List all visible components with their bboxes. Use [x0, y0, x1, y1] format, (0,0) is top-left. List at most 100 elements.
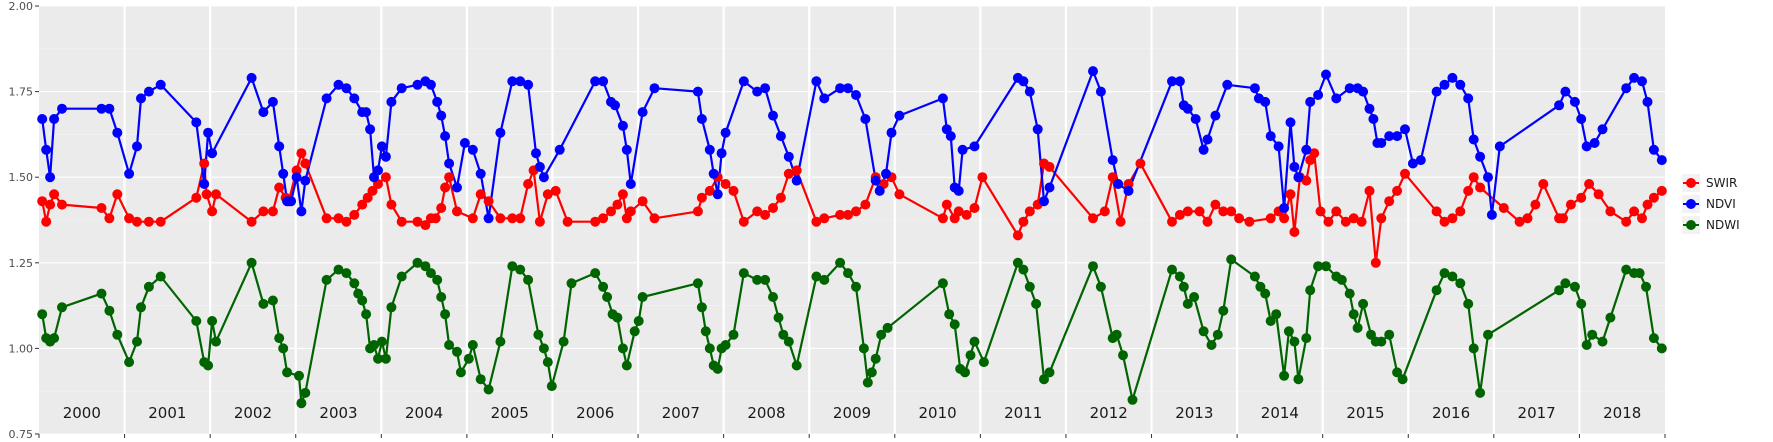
data-point-swir: [1285, 189, 1296, 200]
data-point-ndvi: [1088, 66, 1098, 77]
data-point-ndwi: [598, 281, 609, 292]
data-point-swir: [649, 213, 660, 224]
data-point-ndvi: [286, 196, 297, 207]
data-point-ndwi: [258, 298, 269, 309]
data-point-ndvi: [396, 83, 407, 94]
data-point-ndvi: [333, 79, 344, 90]
data-point-swir: [246, 216, 257, 227]
data-point-ndvi: [386, 96, 397, 107]
data-point-ndvi: [1107, 155, 1118, 166]
data-point-ndwi: [704, 343, 715, 354]
data-point-ndwi: [978, 357, 989, 368]
data-point-ndwi: [1656, 343, 1667, 354]
data-point-ndvi: [843, 83, 853, 94]
data-point-ndvi: [45, 172, 56, 183]
data-point-swir: [1642, 199, 1653, 210]
data-point-ndwi: [1447, 271, 1458, 282]
data-point-swir: [321, 213, 332, 224]
data-point-ndwi: [1321, 261, 1331, 272]
data-point-swir: [1115, 216, 1126, 227]
data-point-ndvi: [37, 114, 48, 124]
data-point-swir: [1468, 172, 1479, 183]
data-point-swir: [1167, 216, 1177, 227]
year-label: 2011: [1004, 404, 1042, 422]
data-point-ndvi: [1475, 151, 1486, 162]
data-point-ndvi: [590, 76, 601, 87]
data-point-ndvi: [1182, 103, 1193, 114]
data-point-ndvi: [1597, 124, 1608, 135]
data-point-ndwi: [1283, 326, 1294, 337]
data-point-ndvi: [1198, 144, 1209, 155]
data-point-ndvi: [483, 213, 494, 224]
data-point-swir: [1265, 213, 1276, 224]
data-point-ndwi: [211, 336, 221, 347]
data-point-ndwi: [949, 319, 960, 330]
data-point-ndvi: [953, 185, 964, 196]
data-point-ndwi: [696, 302, 707, 313]
data-point-ndwi: [1212, 329, 1223, 340]
data-point-ndwi: [396, 271, 407, 282]
data-point-swir: [349, 209, 360, 220]
data-point-swir: [1301, 175, 1312, 186]
data-point-swir: [1210, 199, 1221, 210]
data-point-ndvi: [191, 117, 202, 128]
data-point-ndwi: [637, 292, 648, 302]
data-point-swir: [1370, 257, 1381, 268]
data-point-ndwi: [455, 367, 466, 378]
data-point-swir: [783, 168, 794, 179]
year-label: 2018: [1603, 404, 1641, 422]
data-point-ndwi: [566, 278, 577, 289]
data-point-swir: [412, 216, 423, 227]
data-point-ndvi: [1554, 100, 1565, 111]
data-point-ndwi: [1336, 274, 1347, 285]
data-point-swir: [420, 220, 431, 231]
data-point-swir: [191, 192, 202, 203]
data-point-ndwi: [1111, 329, 1122, 340]
data-point-ndwi: [1279, 370, 1290, 381]
data-point-swir: [467, 213, 478, 224]
data-point-swir: [1088, 213, 1098, 224]
data-point-swir: [1174, 209, 1185, 220]
data-point-ndvi: [1331, 93, 1342, 104]
data-point-ndvi: [444, 158, 455, 169]
data-point-ndvi: [819, 93, 830, 104]
data-point-swir: [1384, 196, 1395, 207]
data-point-ndwi: [1289, 336, 1300, 347]
year-label: 2001: [148, 404, 186, 422]
data-point-ndwi: [294, 370, 304, 381]
data-point-ndvi: [1285, 117, 1296, 128]
data-point-ndvi: [775, 131, 786, 142]
data-point-ndwi: [1468, 343, 1479, 354]
data-point-ndwi: [1206, 340, 1217, 350]
data-point-swir: [1356, 216, 1367, 227]
data-point-ndvi: [467, 144, 478, 155]
year-label: 2017: [1518, 404, 1556, 422]
data-point-ndwi: [1463, 298, 1474, 309]
data-point-swir: [819, 213, 830, 224]
data-point-ndwi: [1576, 298, 1587, 309]
data-point-ndwi: [602, 292, 613, 302]
data-point-ndwi: [728, 329, 739, 340]
data-point-ndvi: [1376, 138, 1387, 148]
data-point-ndvi: [534, 161, 545, 172]
data-point-ndvi: [1560, 86, 1571, 97]
data-point-ndwi: [1483, 329, 1493, 340]
data-point-ndwi: [1587, 329, 1598, 340]
data-point-ndvi: [361, 107, 372, 118]
y-axis: 0.75 1.00 1.25 1.50 1.75 2.00: [9, 0, 39, 441]
data-point-swir: [1593, 189, 1604, 200]
data-point-swir: [201, 189, 212, 200]
data-point-swir: [96, 203, 107, 213]
data-point-swir: [1538, 179, 1549, 189]
data-point-swir: [941, 199, 952, 210]
year-labels: 2000 2001 2002 2003 2004 2005 2006 2007 2008 2009…: [63, 404, 1642, 422]
x-axis: [38, 434, 1666, 438]
data-point-ndwi: [1095, 281, 1106, 292]
year-label: 2014: [1261, 404, 1299, 422]
data-point-ndwi: [1313, 261, 1324, 272]
data-point-swir: [57, 199, 67, 210]
data-point-ndvi: [96, 103, 107, 114]
data-point-ndwi: [558, 336, 569, 347]
data-point-ndvi: [1400, 124, 1410, 135]
